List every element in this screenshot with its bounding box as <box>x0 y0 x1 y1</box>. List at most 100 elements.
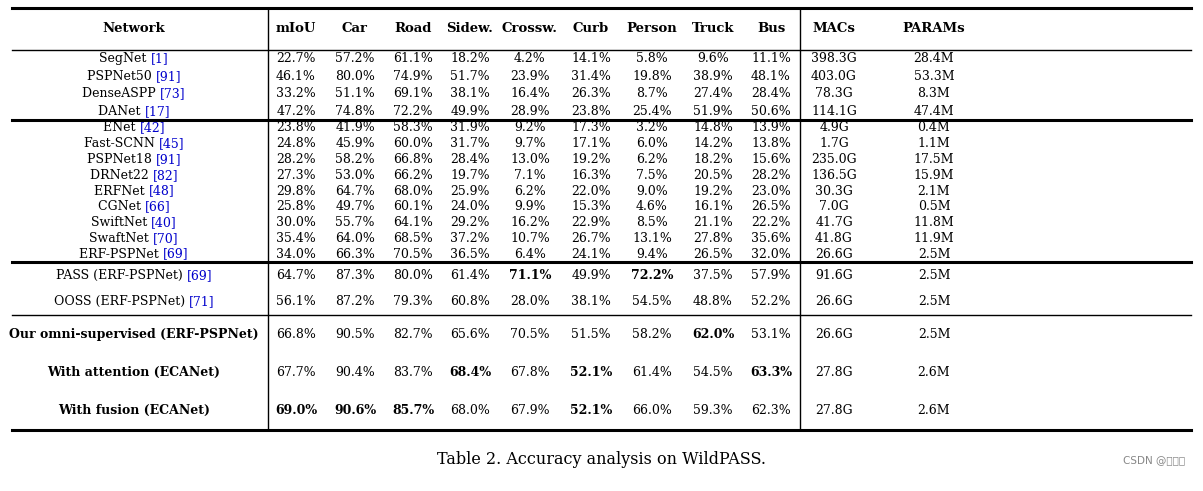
Text: 64.7%: 64.7% <box>336 185 375 197</box>
Text: 14.2%: 14.2% <box>693 137 733 150</box>
Text: 90.4%: 90.4% <box>336 366 375 379</box>
Text: 90.5%: 90.5% <box>336 327 375 341</box>
Text: 37.5%: 37.5% <box>693 269 733 282</box>
Text: DenseASPP: DenseASPP <box>82 87 160 100</box>
Text: 45.9%: 45.9% <box>336 137 375 150</box>
Text: 13.8%: 13.8% <box>751 137 790 150</box>
Text: 58.3%: 58.3% <box>393 121 433 135</box>
Text: 78.3G: 78.3G <box>816 87 853 100</box>
Text: 28.4%: 28.4% <box>450 153 490 166</box>
Text: 14.8%: 14.8% <box>693 121 733 135</box>
Text: 49.7%: 49.7% <box>336 200 375 213</box>
Text: 67.7%: 67.7% <box>277 366 316 379</box>
Text: 50.6%: 50.6% <box>751 105 790 118</box>
Text: 63.3%: 63.3% <box>749 366 792 379</box>
Text: 19.2%: 19.2% <box>571 153 611 166</box>
Text: [17]: [17] <box>144 105 170 118</box>
Text: 53.0%: 53.0% <box>336 169 375 182</box>
Text: 27.8G: 27.8G <box>816 404 853 417</box>
Text: 51.1%: 51.1% <box>336 87 375 100</box>
Text: 38.9%: 38.9% <box>693 70 733 83</box>
Text: 30.3G: 30.3G <box>816 185 853 197</box>
Text: [42]: [42] <box>140 121 165 135</box>
Text: 57.9%: 57.9% <box>751 269 790 282</box>
Text: SegNet: SegNet <box>100 52 150 65</box>
Text: 6.0%: 6.0% <box>636 137 668 150</box>
Text: 70.5%: 70.5% <box>393 247 433 261</box>
Text: 17.1%: 17.1% <box>571 137 611 150</box>
Text: 25.9%: 25.9% <box>450 185 490 197</box>
Text: 4.9G: 4.9G <box>819 121 849 135</box>
Text: 51.5%: 51.5% <box>571 327 611 341</box>
Text: 36.5%: 36.5% <box>450 247 490 261</box>
Text: 10.7%: 10.7% <box>510 232 550 245</box>
Text: 31.9%: 31.9% <box>450 121 490 135</box>
Text: 64.1%: 64.1% <box>393 216 433 229</box>
Text: 6.2%: 6.2% <box>514 185 546 197</box>
Text: 16.2%: 16.2% <box>510 216 550 229</box>
Text: 87.3%: 87.3% <box>336 269 375 282</box>
Text: 52.2%: 52.2% <box>751 295 790 308</box>
Text: 23.9%: 23.9% <box>510 70 550 83</box>
Text: 65.6%: 65.6% <box>450 327 490 341</box>
Text: 2.1M: 2.1M <box>918 185 950 197</box>
Text: 68.5%: 68.5% <box>393 232 433 245</box>
Text: 7.1%: 7.1% <box>514 169 546 182</box>
Text: 16.4%: 16.4% <box>510 87 550 100</box>
Text: Bus: Bus <box>757 22 786 34</box>
Text: 15.3%: 15.3% <box>571 200 611 213</box>
Text: 13.9%: 13.9% <box>751 121 790 135</box>
Text: 22.7%: 22.7% <box>277 52 315 65</box>
Text: 29.8%: 29.8% <box>277 185 316 197</box>
Text: 61.4%: 61.4% <box>632 366 672 379</box>
Text: 47.4M: 47.4M <box>914 105 954 118</box>
Text: 28.0%: 28.0% <box>510 295 550 308</box>
Text: 9.9%: 9.9% <box>514 200 546 213</box>
Text: With attention (ECANet): With attention (ECANet) <box>47 366 220 379</box>
Text: [73]: [73] <box>160 87 185 100</box>
Text: 51.9%: 51.9% <box>693 105 733 118</box>
Text: 64.7%: 64.7% <box>277 269 316 282</box>
Text: 46.1%: 46.1% <box>275 70 316 83</box>
Text: Curb: Curb <box>573 22 609 34</box>
Text: 2.5M: 2.5M <box>918 327 950 341</box>
Text: 54.5%: 54.5% <box>693 366 733 379</box>
Text: 28.2%: 28.2% <box>751 169 790 182</box>
Text: 22.0%: 22.0% <box>571 185 611 197</box>
Text: 70.5%: 70.5% <box>510 327 550 341</box>
Text: 13.0%: 13.0% <box>510 153 550 166</box>
Text: 13.1%: 13.1% <box>632 232 672 245</box>
Text: DRNet22: DRNet22 <box>90 169 153 182</box>
Text: 0.5M: 0.5M <box>918 200 950 213</box>
Text: [71]: [71] <box>189 295 214 308</box>
Text: 26.6G: 26.6G <box>816 327 853 341</box>
Text: [70]: [70] <box>153 232 179 245</box>
Text: 85.7%: 85.7% <box>392 404 434 417</box>
Text: 49.9%: 49.9% <box>571 269 611 282</box>
Text: 19.8%: 19.8% <box>632 70 671 83</box>
Text: 72.2%: 72.2% <box>393 105 433 118</box>
Text: 24.0%: 24.0% <box>450 200 490 213</box>
Text: 31.4%: 31.4% <box>571 70 611 83</box>
Text: 24.8%: 24.8% <box>277 137 316 150</box>
Text: Our omni-supervised (ERF-PSPNet): Our omni-supervised (ERF-PSPNet) <box>10 327 259 341</box>
Text: 8.7%: 8.7% <box>636 87 668 100</box>
Text: [66]: [66] <box>144 200 171 213</box>
Text: 74.9%: 74.9% <box>393 70 433 83</box>
Text: 60.0%: 60.0% <box>393 137 433 150</box>
Text: PSPNet50: PSPNet50 <box>87 70 155 83</box>
Text: 4.2%: 4.2% <box>514 52 546 65</box>
Text: 11.1%: 11.1% <box>751 52 790 65</box>
Text: 58.2%: 58.2% <box>633 327 671 341</box>
Text: 114.1G: 114.1G <box>811 105 857 118</box>
Text: 53.3M: 53.3M <box>914 70 954 83</box>
Text: 52.1%: 52.1% <box>570 366 612 379</box>
Text: 25.4%: 25.4% <box>633 105 671 118</box>
Text: 18.2%: 18.2% <box>693 153 733 166</box>
Text: 3.2%: 3.2% <box>636 121 668 135</box>
Text: 28.2%: 28.2% <box>277 153 316 166</box>
Text: 57.2%: 57.2% <box>336 52 375 65</box>
Text: 136.5G: 136.5G <box>811 169 857 182</box>
Text: MACs: MACs <box>812 22 855 34</box>
Text: Car: Car <box>342 22 368 34</box>
